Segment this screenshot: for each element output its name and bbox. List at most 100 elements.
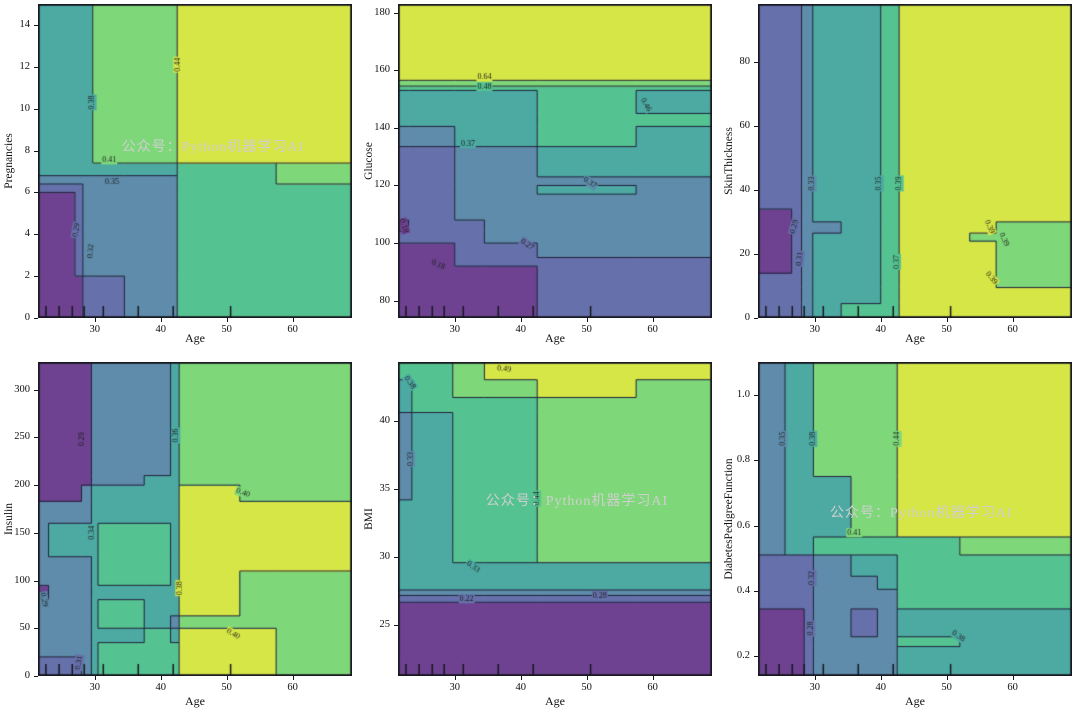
y-tick-mark xyxy=(394,70,398,72)
y-tick-mark xyxy=(34,24,38,26)
x-tick-mark xyxy=(946,318,948,322)
x-tick-label: 50 xyxy=(581,324,592,335)
subplot-diabetespedigreefunction-vs-age: DiabetesPedigreeFunction Age 30 40 50 60 0.2… xyxy=(720,356,1080,713)
y-tick-mark xyxy=(34,192,38,194)
y-tick-label: 100 xyxy=(14,574,30,586)
y-tick-label: 0.6 xyxy=(736,519,750,531)
x-tick-label: 50 xyxy=(221,324,232,335)
y-tick-label: 120 xyxy=(374,179,390,191)
x-tick-mark xyxy=(520,318,522,322)
x-tick-label: 60 xyxy=(647,324,658,335)
x-tick-label: 30 xyxy=(449,324,460,335)
y-tick-label: 0.4 xyxy=(736,584,750,596)
y-tick-label: 2 xyxy=(24,270,30,282)
y-tick-mark xyxy=(34,108,38,110)
y-tick-mark xyxy=(754,590,758,592)
x-tick-mark xyxy=(586,676,588,680)
y-tick-mark xyxy=(34,318,38,319)
x-tick-label: 60 xyxy=(1007,682,1018,693)
y-tick-mark xyxy=(34,234,38,236)
y-tick-mark xyxy=(754,253,758,255)
y-tick-label: 50 xyxy=(19,622,31,634)
x-tick-label: 40 xyxy=(515,324,526,335)
x-tick-mark xyxy=(160,318,162,322)
y-axis-label: BMI xyxy=(363,508,375,530)
y-tick-label: 12 xyxy=(19,60,31,72)
y-tick-mark xyxy=(394,557,398,559)
y-tick-mark xyxy=(394,127,398,129)
y-tick-label: 100 xyxy=(374,237,390,249)
y-tick-label: 80 xyxy=(379,294,391,306)
x-tick-label: 60 xyxy=(647,682,658,693)
x-tick-mark xyxy=(1012,318,1014,322)
y-tick-label: 1.0 xyxy=(736,388,750,400)
x-tick-mark xyxy=(226,676,228,680)
y-tick-mark xyxy=(34,389,38,391)
x-tick-label: 30 xyxy=(449,682,460,693)
x-tick-label: 40 xyxy=(875,324,886,335)
x-axis-label: Age xyxy=(185,331,205,345)
x-tick-label: 60 xyxy=(287,682,298,693)
y-tick-mark xyxy=(34,532,38,534)
y-tick-label: 180 xyxy=(374,6,390,18)
x-tick-mark xyxy=(880,318,882,322)
y-tick-mark xyxy=(754,125,758,127)
x-tick-mark xyxy=(880,676,882,680)
x-tick-label: 40 xyxy=(155,324,166,335)
x-tick-label: 30 xyxy=(89,324,100,335)
y-tick-label: 80 xyxy=(739,55,751,67)
y-tick-label: 4 xyxy=(24,228,30,240)
y-tick-mark xyxy=(34,437,38,439)
x-tick-mark xyxy=(454,318,456,322)
x-tick-mark xyxy=(1012,676,1014,680)
y-tick-label: 40 xyxy=(739,183,751,195)
y-tick-mark xyxy=(34,580,38,582)
y-axis-label: Pregnancies xyxy=(3,133,15,189)
y-tick-mark xyxy=(34,66,38,68)
y-tick-mark xyxy=(394,300,398,302)
x-tick-label: 30 xyxy=(89,682,100,693)
x-tick-mark xyxy=(226,318,228,322)
y-tick-mark xyxy=(754,189,758,191)
y-tick-label: 140 xyxy=(374,121,390,133)
x-tick-mark xyxy=(520,676,522,680)
x-tick-label: 30 xyxy=(809,682,820,693)
y-tick-label: 14 xyxy=(19,18,31,30)
subplot-skinthickness-vs-age: SkinThickness Age 30 40 50 60 0 20 40 60 80 xyxy=(720,0,1080,356)
y-tick-mark xyxy=(34,276,38,278)
y-tick-label: 0 xyxy=(744,312,750,323)
contour-canvas-diabetespedigreefunction xyxy=(758,362,1072,676)
y-tick-mark xyxy=(754,394,758,396)
y-tick-label: 200 xyxy=(14,479,30,491)
y-axis-label: DiabetesPedigreeFunction xyxy=(723,458,735,580)
y-tick-mark xyxy=(394,12,398,14)
y-tick-label: 0.2 xyxy=(736,650,750,662)
y-tick-label: 150 xyxy=(14,526,30,538)
y-tick-label: 250 xyxy=(14,431,30,443)
x-axis-label: Age xyxy=(905,331,925,345)
y-tick-mark xyxy=(394,488,398,490)
y-tick-label: 0 xyxy=(24,670,30,681)
x-tick-label: 30 xyxy=(809,324,820,335)
x-tick-label: 40 xyxy=(875,682,886,693)
x-axis-label: Age xyxy=(185,694,205,708)
contour-canvas-pregnancies xyxy=(38,4,352,318)
y-tick-label: 0 xyxy=(24,312,30,323)
x-tick-label: 40 xyxy=(515,682,526,693)
y-tick-mark xyxy=(754,656,758,658)
y-tick-label: 40 xyxy=(379,414,391,426)
subplot-insulin-vs-age: Insulin Age 30 40 50 60 0 50 100 150 200 250 300 xyxy=(0,356,360,713)
x-tick-mark xyxy=(652,318,654,322)
y-tick-label: 10 xyxy=(19,102,31,114)
y-tick-mark xyxy=(394,625,398,627)
subplot-bmi-vs-age: BMI Age 30 40 50 60 25 30 35 40 公众号：Python机器学习AI xyxy=(360,356,720,713)
y-tick-mark xyxy=(34,628,38,630)
x-tick-mark xyxy=(292,318,294,322)
contour-canvas-bmi xyxy=(398,362,712,676)
y-tick-mark xyxy=(34,150,38,152)
y-tick-label: 35 xyxy=(379,482,391,494)
x-tick-mark xyxy=(94,318,96,322)
y-tick-label: 160 xyxy=(374,64,390,76)
y-tick-mark xyxy=(394,185,398,187)
